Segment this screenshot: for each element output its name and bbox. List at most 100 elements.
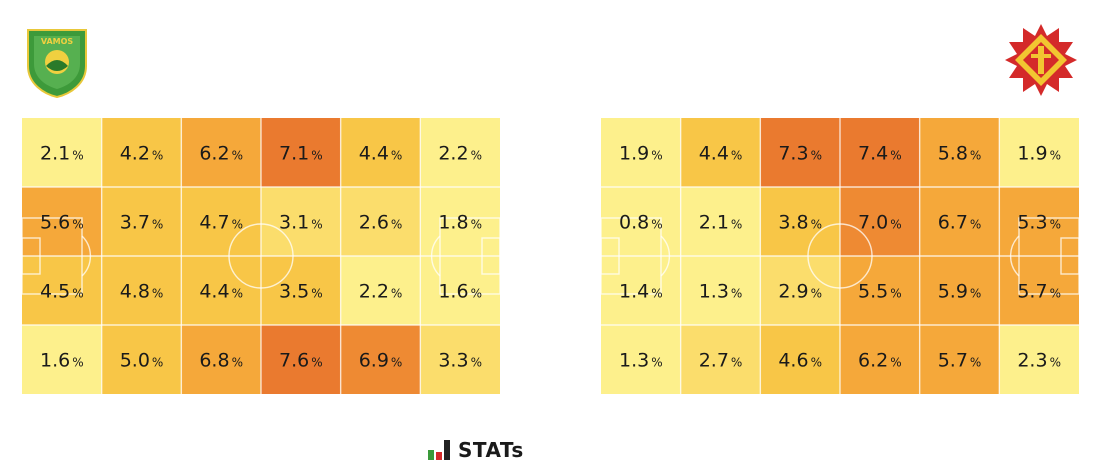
penalty-area-right (439, 217, 500, 295)
data-label-unit: % (72, 287, 83, 301)
data-label-value: 3.8 (778, 212, 808, 234)
data-label-unit: % (890, 287, 901, 301)
heatmap-cell-r4-c5 (340, 325, 421, 394)
data-label-value: 5.7 (938, 350, 968, 372)
data-label-unit: % (731, 356, 742, 370)
data-label-unit: % (970, 218, 981, 232)
data-label-unit: % (471, 356, 482, 370)
team-logo-left-text: VAMOS (41, 37, 74, 46)
data-label-value: 1.6 (40, 350, 70, 372)
heatmap-cell-r3-c4 (261, 256, 341, 325)
data-label-unit: % (890, 356, 901, 370)
data-label-value: 6.8 (199, 350, 229, 372)
heatmap-cell-r1-c6 (420, 118, 500, 187)
data-label-value: 1.4 (619, 281, 649, 303)
heatmap-cell-r3-c3 (181, 256, 261, 325)
heatmap-cell-r4-c2 (101, 325, 182, 394)
data-label-value: 1.3 (699, 281, 729, 303)
center-circle (228, 223, 294, 289)
goal-area-left (601, 237, 620, 275)
data-label: 4.5% (40, 281, 84, 303)
data-label: 4.6% (778, 350, 822, 372)
data-label-value: 4.5 (40, 281, 70, 303)
heatmap-cell-r4-c5 (919, 325, 1000, 394)
data-label-unit: % (811, 149, 822, 163)
data-label-unit: % (232, 287, 243, 301)
data-label-unit: % (651, 287, 662, 301)
data-label-value: 5.0 (120, 350, 150, 372)
penalty-arc-right (1009, 235, 1020, 277)
data-label: 2.7% (699, 350, 743, 372)
data-label-unit: % (72, 149, 83, 163)
data-label-value: 5.9 (938, 281, 968, 303)
data-label-value: 5.8 (938, 143, 968, 165)
data-label-value: 4.4 (199, 281, 229, 303)
data-label-unit: % (970, 356, 981, 370)
data-label: 6.7% (938, 212, 982, 234)
heatmap-cell-r1-c3 (181, 118, 261, 187)
penalty-area-left (22, 217, 83, 295)
data-label-unit: % (970, 149, 981, 163)
penalty-area-left (601, 217, 662, 295)
data-label: 0.8% (619, 212, 663, 234)
data-label: 2.6% (359, 212, 403, 234)
data-label-unit: % (731, 287, 742, 301)
data-label-unit: % (1050, 356, 1061, 370)
heatmap-cell-r4-c1 (601, 325, 681, 394)
data-label-unit: % (1050, 149, 1061, 163)
data-label-unit: % (232, 149, 243, 163)
center-circle (807, 223, 873, 289)
penalty-arc-left (660, 235, 671, 277)
heatmap-cell-r2-c5 (919, 187, 1000, 256)
data-label-unit: % (232, 356, 243, 370)
data-label-value: 4.2 (120, 143, 150, 165)
data-label-value: 1.9 (619, 143, 649, 165)
data-label: 6.2% (199, 143, 243, 165)
data-label-value: 5.6 (40, 212, 70, 234)
heatmap-cell-r1-c5 (919, 118, 1000, 187)
data-label: 7.1% (279, 143, 323, 165)
data-label-unit: % (890, 149, 901, 163)
heatmap-right: 1.9% 4.4% 7.3% 7.4% 5.8% 1.9% 0.8% 2.1% 3.8% 7.0%… (601, 118, 1079, 394)
data-label-value: 7.4 (858, 143, 888, 165)
data-label: 4.4% (199, 281, 243, 303)
heatmap-cell-r4-c1 (22, 325, 102, 394)
penalty-arc-left (81, 235, 92, 277)
data-label: 4.4% (699, 143, 743, 165)
data-label-value: 7.6 (279, 350, 309, 372)
heatmap-cell-r3-c2 (680, 256, 761, 325)
data-label: 5.7% (1017, 281, 1061, 303)
data-label: 2.1% (699, 212, 743, 234)
data-label: 2.3% (1017, 350, 1061, 372)
data-label: 4.8% (120, 281, 164, 303)
heatmap-cell-r3-c3 (760, 256, 840, 325)
pitch-markings (601, 118, 1079, 394)
data-label-value: 5.7 (1017, 281, 1047, 303)
data-label-value: 4.6 (778, 350, 808, 372)
data-label-value: 6.7 (938, 212, 968, 234)
stats-logo-icon (428, 440, 450, 460)
data-label-value: 3.1 (279, 212, 309, 234)
data-label: 1.3% (699, 281, 743, 303)
heatmap-cell-r4-c2 (680, 325, 761, 394)
data-label: 6.2% (858, 350, 902, 372)
data-label: 1.9% (619, 143, 663, 165)
data-label-unit: % (471, 149, 482, 163)
heatmap-cell-r1-c4 (840, 118, 920, 187)
data-label-unit: % (311, 218, 322, 232)
data-label: 5.6% (40, 212, 84, 234)
data-label-unit: % (471, 218, 482, 232)
data-label-unit: % (731, 218, 742, 232)
data-label-value: 1.9 (1017, 143, 1047, 165)
data-label-value: 7.3 (778, 143, 808, 165)
data-label: 3.5% (279, 281, 323, 303)
data-label-value: 5.3 (1017, 212, 1047, 234)
data-label: 1.4% (619, 281, 663, 303)
data-label-value: 4.4 (699, 143, 729, 165)
data-label-value: 0.8 (619, 212, 649, 234)
data-label-unit: % (391, 287, 402, 301)
penalty-arc-right (430, 235, 441, 277)
heatmap-cell-r4-c6 (420, 325, 500, 394)
heatmap-cell-r1-c4 (261, 118, 341, 187)
data-label-unit: % (152, 287, 163, 301)
